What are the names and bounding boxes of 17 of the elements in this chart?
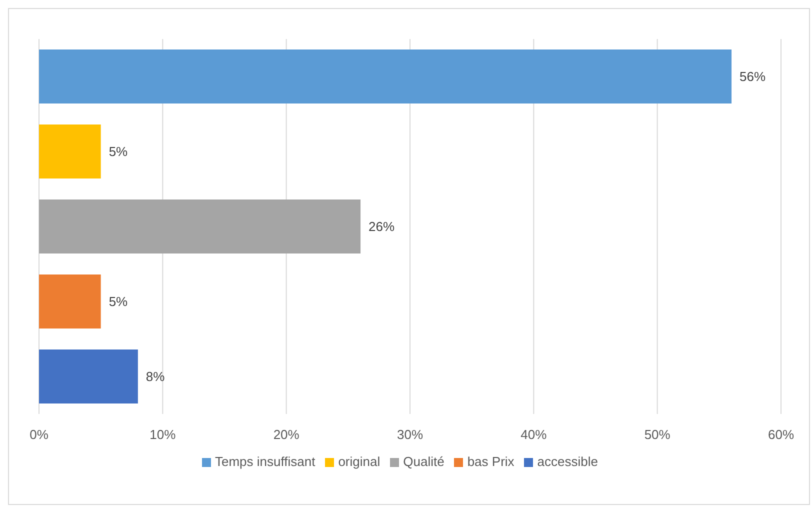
legend-label: Qualité bbox=[403, 454, 444, 469]
x-tick-label: 40% bbox=[520, 427, 548, 442]
x-tick-label: 50% bbox=[644, 427, 671, 442]
data-label: 56% bbox=[740, 69, 766, 84]
legend-label: bas Prix bbox=[467, 454, 514, 469]
data-label: 5% bbox=[108, 144, 128, 160]
legend-label: original bbox=[338, 454, 380, 469]
data-label: 5% bbox=[108, 294, 128, 310]
legend-label: Temps insuffisant bbox=[215, 454, 316, 469]
x-tick-label: 20% bbox=[273, 427, 300, 442]
x-tick-label: 30% bbox=[396, 427, 424, 442]
data-label: 26% bbox=[368, 219, 395, 234]
x-tick-label: 10% bbox=[150, 427, 176, 442]
data-label: 8% bbox=[146, 369, 166, 384]
x-tick-label: 0% bbox=[30, 427, 49, 442]
legend-label: accessible bbox=[537, 454, 598, 469]
x-tick-label: 60% bbox=[768, 427, 794, 442]
